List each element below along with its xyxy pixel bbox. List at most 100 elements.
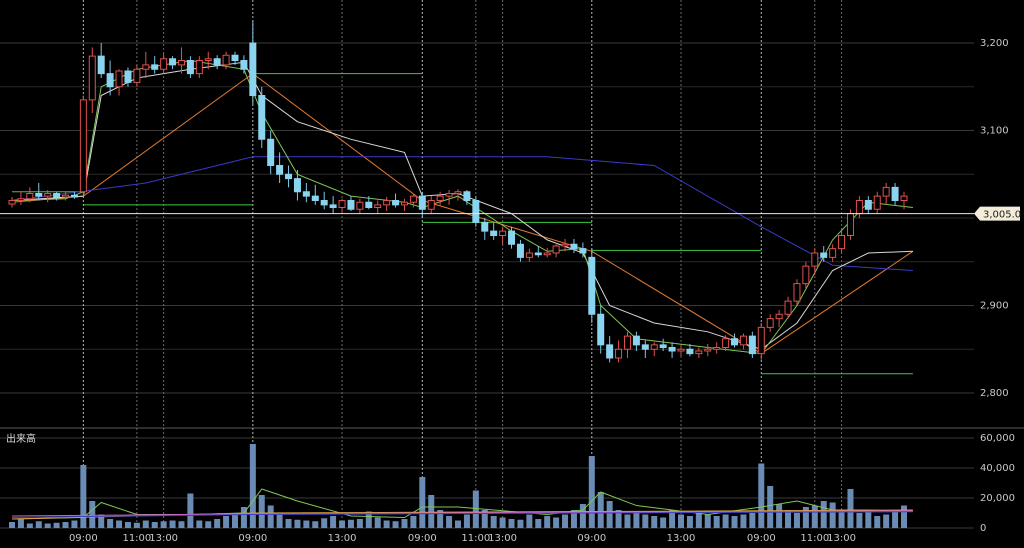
candle-body	[62, 194, 70, 198]
candle-body	[151, 64, 159, 70]
volume-bar	[44, 523, 51, 528]
candle-body	[383, 200, 391, 206]
volume-bar	[588, 456, 595, 528]
candle-body	[481, 221, 489, 232]
volume-bar	[89, 501, 96, 528]
candle-body	[17, 198, 25, 201]
candle-body	[525, 252, 533, 258]
candle-body	[70, 194, 78, 198]
price-tick-label: 2,900	[980, 301, 1009, 312]
volume-bars	[9, 444, 907, 528]
volume-bar	[865, 510, 872, 528]
candle-body	[26, 193, 34, 200]
candle-body	[579, 248, 587, 254]
volume-bar	[562, 514, 569, 528]
price-panel-grid	[0, 42, 1024, 429]
volume-average-line	[11, 510, 913, 517]
candle-body	[508, 230, 516, 245]
price-moving-averages	[11, 59, 914, 355]
candle-body	[846, 213, 854, 236]
candle-body	[392, 200, 400, 206]
candle-body	[106, 73, 114, 88]
price-candles	[8, 21, 908, 363]
volume-bar	[838, 510, 845, 528]
volume-bar	[169, 520, 176, 528]
volume-bar	[481, 510, 488, 528]
volume-bar	[383, 520, 390, 528]
volume-bar	[820, 501, 827, 528]
candle-body	[249, 42, 257, 96]
volume-bar	[330, 516, 337, 528]
candle-body	[606, 344, 614, 359]
moving-average-line	[11, 156, 913, 271]
volume-bar	[80, 465, 87, 528]
volume-bar	[847, 489, 854, 528]
candle-body	[133, 68, 141, 83]
time-tick-label: 13:00	[488, 533, 517, 544]
volume-bar	[793, 513, 800, 528]
volume-bar	[232, 513, 238, 528]
volume-bar	[678, 514, 684, 528]
candle-body	[186, 60, 194, 75]
volume-bar	[802, 507, 809, 528]
volume-bar	[713, 516, 720, 528]
candle-body	[632, 335, 640, 346]
volume-tick-label: 0	[980, 523, 986, 534]
volume-bar	[347, 519, 354, 528]
price-tick-label: 3,200	[980, 38, 1009, 49]
volume-bar	[53, 522, 60, 528]
volume-tick-label: 60,000	[980, 433, 1015, 444]
volume-bar	[196, 520, 203, 528]
candle-body	[267, 138, 275, 166]
volume-bar	[107, 519, 114, 528]
candle-body	[472, 200, 480, 223]
volume-bar	[339, 520, 346, 528]
volume-bar	[624, 514, 631, 528]
candle-body	[311, 195, 319, 201]
volume-bar	[214, 519, 221, 528]
candle-body	[195, 60, 203, 75]
volume-bar	[240, 507, 247, 528]
volume-bar	[686, 516, 693, 528]
candle-body	[650, 344, 658, 350]
volume-bar	[660, 517, 667, 528]
candle-body	[864, 200, 872, 210]
volume-bar	[553, 517, 560, 528]
volume-bar	[267, 505, 274, 528]
volume-bar	[508, 519, 515, 528]
candle-body	[641, 344, 649, 350]
volume-bar	[606, 501, 613, 528]
session-dividers	[82, 0, 843, 528]
candle-body	[35, 193, 43, 197]
volume-bar	[633, 513, 640, 528]
candle-body	[668, 347, 676, 352]
candle-body	[615, 348, 623, 359]
price-tick-label: 2,800	[980, 388, 1009, 399]
candle-body	[115, 70, 123, 88]
time-tick-label: 11:00	[461, 533, 490, 544]
time-tick-label: 13:00	[149, 533, 178, 544]
volume-panel-title: 出来高	[6, 432, 36, 445]
volume-bar	[223, 516, 230, 528]
volume-bar	[731, 516, 738, 528]
candle-body	[891, 186, 899, 201]
volume-moving-averages	[11, 488, 913, 520]
volume-bar	[312, 521, 319, 528]
candle-body	[177, 60, 185, 66]
volume-bar	[160, 521, 167, 528]
candle-body	[445, 193, 453, 197]
candle-body	[240, 60, 248, 70]
candle-body	[757, 326, 765, 355]
candle-body	[561, 243, 569, 247]
volume-bar	[642, 514, 649, 528]
candle-body	[374, 204, 382, 208]
candle-body	[490, 230, 498, 236]
volume-bar	[258, 495, 265, 528]
volume-bar	[437, 510, 444, 528]
volume-bar	[544, 516, 551, 528]
candle-body	[231, 54, 239, 61]
candle-body	[142, 64, 150, 70]
time-tick-label: 13:00	[667, 533, 696, 544]
candle-body	[766, 318, 774, 328]
